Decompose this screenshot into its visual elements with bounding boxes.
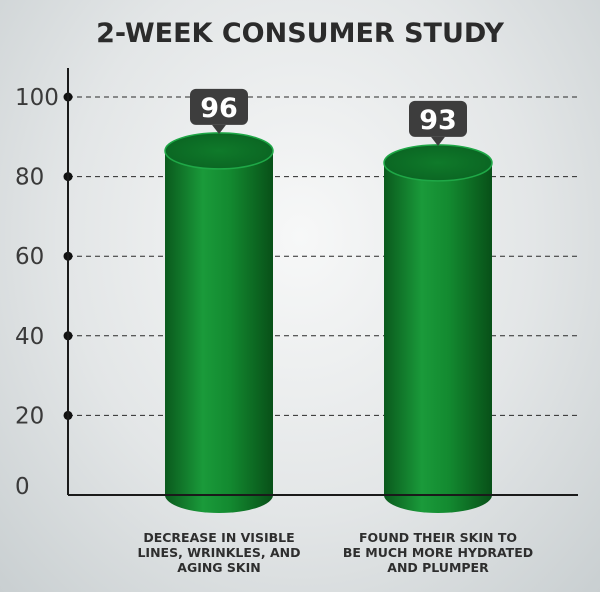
gridlines [63,92,578,420]
bar-top [383,144,493,182]
category-label: AND PLUMPER [387,560,489,575]
bar-top [164,132,274,170]
data-label: 96 [200,93,238,124]
data-label-tag: 93 [409,100,467,146]
tick-labels: 0 20 40 60 80 100 [15,85,59,500]
chart-title: 2-WEEK CONSUMER STUDY [96,18,504,49]
y-tick-label: 20 [15,403,44,429]
bar-body [165,150,273,514]
data-label-tag: 96 [190,88,248,134]
data-label-pointer [212,124,226,134]
y-tick-label: 80 [15,165,44,191]
y-tick-label: 0 [15,474,30,500]
data-label-box [409,100,467,137]
bars [164,132,493,514]
data-label-box [190,88,248,125]
bar [164,132,274,514]
y-tick-label: 40 [15,324,44,350]
data-label-pointer [431,136,445,146]
y-tick-label: 60 [15,244,44,270]
category-label: AGING SKIN [177,560,260,575]
category-label: LINES, WRINKLES, AND [137,545,300,560]
axes [67,68,578,496]
bar-body [384,162,492,514]
category-label: FOUND THEIR SKIN TO [359,530,517,545]
bar [383,144,493,514]
data-label: 93 [419,105,457,136]
data-labels: 96 93 [190,88,467,146]
category-label: BE MUCH MORE HYDRATED [343,545,533,560]
category-label: DECREASE IN VISIBLE [143,530,294,545]
y-tick-label: 100 [15,85,59,111]
